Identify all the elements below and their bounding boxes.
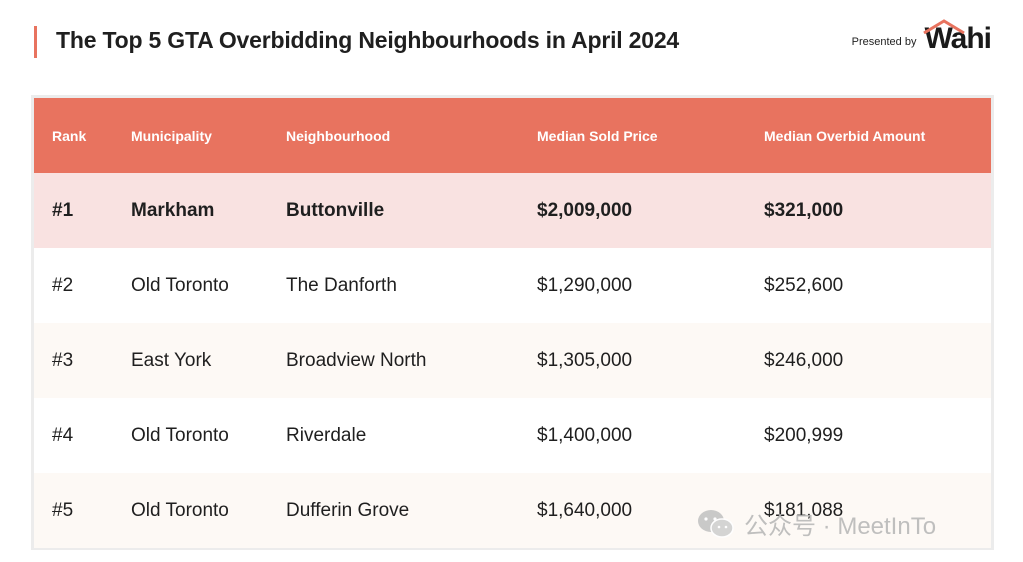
sold-price-cell: $1,640,000 (537, 499, 633, 521)
rank-cell: #3 (52, 349, 74, 371)
overbid-amount-cell: $200,999 (764, 424, 844, 446)
sold-price-cell: $1,400,000 (537, 424, 633, 446)
sold-price-cell: $1,305,000 (537, 349, 633, 371)
col-municipality-header: Municipality (131, 127, 212, 144)
table-row: #2 Old Toronto The Danforth $1,290,000 $… (34, 248, 991, 323)
overbid-amount-cell: $252,600 (764, 274, 844, 296)
overbid-amount-cell: $246,000 (764, 349, 844, 371)
table-row: #1 Markham Buttonville $2,009,000 $321,0… (34, 173, 991, 248)
sold-price-cell: $2,009,000 (537, 199, 633, 221)
table-header-row: Rank Municipality Neighbourhood Median S… (34, 98, 991, 173)
overbid-table: Rank Municipality Neighbourhood Median S… (34, 98, 991, 548)
municipality-cell: Markham (131, 199, 215, 221)
rank-cell: #5 (52, 499, 74, 521)
municipality-cell: Old Toronto (131, 499, 229, 521)
wechat-icon (698, 509, 734, 538)
rank-cell: #1 (52, 199, 74, 221)
sold-price-cell: $1,290,000 (537, 274, 633, 296)
col-rank-header: Rank (52, 127, 87, 144)
page-header: The Top 5 GTA Overbidding Neighbourhoods… (0, 0, 1023, 80)
title-accent-bar (34, 26, 37, 58)
neighbourhood-cell: Riverdale (286, 424, 367, 446)
page-title: The Top 5 GTA Overbidding Neighbourhoods… (56, 27, 680, 53)
col-neighbourhood-header: Neighbourhood (286, 127, 391, 144)
rank-cell: #2 (52, 274, 74, 296)
presented-by-label: Presented by (851, 36, 917, 48)
neighbourhood-cell: Dufferin Grove (286, 499, 410, 521)
watermark-text: 公众号 · MeetInTo (744, 513, 937, 540)
watermark: 公众号 · MeetInTo (696, 506, 936, 541)
wahi-logo: Wahi (922, 19, 992, 54)
brand-block: Presented by Wahi (851, 19, 992, 54)
neighbourhood-cell: The Danforth (286, 274, 397, 296)
neighbourhood-cell: Buttonville (286, 199, 385, 221)
overbid-amount-cell: $321,000 (764, 199, 844, 221)
municipality-cell: East York (131, 349, 212, 371)
table-row: #5 Old Toronto Dufferin Grove $1,640,000… (34, 473, 991, 548)
overbid-amount-cell: $181,088 (764, 499, 844, 521)
logo-roof-icon (923, 19, 966, 34)
municipality-cell: Old Toronto (131, 274, 229, 296)
col-median-overbid-header: Median Overbid Amount (764, 127, 926, 144)
overbid-table-container: Rank Municipality Neighbourhood Median S… (31, 95, 994, 550)
rank-cell: #4 (52, 424, 74, 446)
table-row: #3 East York Broadview North $1,305,000 … (34, 323, 991, 398)
table-row: #4 Old Toronto Riverdale $1,400,000 $200… (34, 398, 991, 473)
col-median-sold-price-header: Median Sold Price (537, 127, 658, 144)
municipality-cell: Old Toronto (131, 424, 229, 446)
neighbourhood-cell: Broadview North (286, 349, 427, 371)
